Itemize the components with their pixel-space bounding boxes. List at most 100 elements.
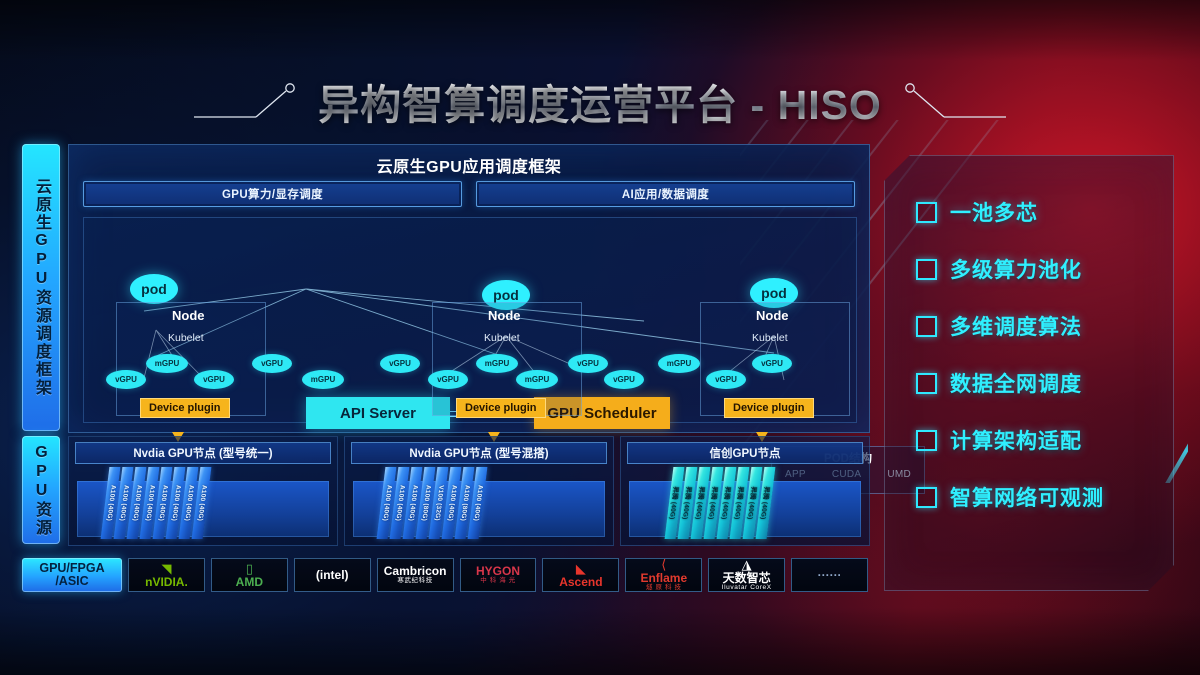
feature-checkbox-icon	[916, 258, 937, 280]
feature-item-1[interactable]: 一池多芯	[916, 197, 1162, 227]
vendor-logo-4[interactable]: Cambricon 寒武纪科技	[376, 558, 454, 592]
vendor-name: Enflame	[640, 570, 688, 585]
kubelet-label-3: Kubelet	[752, 332, 788, 344]
gpu-card-stack-3: 昇腾 (40G) 昇腾 (40G) 昇腾 (40G) 昇腾 (40G) 昇腾 (40G)…	[664, 467, 776, 539]
vendor-logo-6[interactable]: ◣ Ascend	[542, 558, 620, 592]
vendor-mark-icon: ◮	[741, 556, 752, 572]
gpu-group-title-2: Nvdia GPU节点 (型号混搭)	[351, 442, 607, 464]
sidebar-band-framework-label: 云原生GPU资源调度框架	[33, 178, 50, 397]
vendor-row-spacer	[22, 558, 122, 592]
vendor-logo-row: ◥ nVIDIA. ▯ AMD (intel) Cambricon 寒武纪科技 HYGON 中 …	[22, 556, 869, 592]
device-plugin-2[interactable]: Device plugin	[456, 398, 546, 418]
gpu-card-label: A100 (80G)	[419, 485, 432, 521]
gpu-pill-12[interactable]: mGPU	[658, 354, 700, 373]
vendor-mark-icon: ▯	[245, 560, 253, 576]
gpu-pill-8[interactable]: mGPU	[476, 354, 518, 373]
gpu-card-label: A100 (40G)	[143, 485, 156, 521]
gpu-group-3: 信创GPU节点 昇腾 (40G) 昇腾 (40G) 昇腾 (40G) 昇腾 (40G)…	[620, 436, 870, 546]
gpu-pill-13[interactable]: vGPU	[706, 370, 746, 389]
kubelet-label-1: Kubelet	[168, 332, 204, 344]
gpu-card-label: A100 (40G)	[182, 485, 195, 521]
feature-item-2[interactable]: 多级算力池化	[916, 254, 1162, 284]
sub-button-ai-data[interactable]: AI应用/数据调度	[476, 181, 855, 207]
feature-item-4[interactable]: 数据全网调度	[916, 368, 1162, 398]
vendor-logo-8[interactable]: ◮ 天数智芯 Iluvatar CoreX	[708, 556, 786, 592]
architecture-diagram: 云原生GPU资源调度框架 GPU资源 云原生GPU应用调度框架 GPU算力/显存…	[22, 144, 925, 600]
vendor-name: (intel)	[315, 567, 349, 582]
feature-label: 智算网络可观测	[950, 487, 1104, 510]
vendor-subname: 中 科 海 光	[480, 577, 516, 585]
node-label-1: Node	[172, 308, 205, 323]
gpu-pill-5[interactable]: mGPU	[302, 370, 344, 389]
feature-label: 数据全网调度	[950, 373, 1082, 396]
sidebar-band-gpu-resource: GPU资源	[22, 436, 60, 544]
feature-checkbox-icon	[916, 201, 937, 223]
vendor-logo-9[interactable]: ······	[791, 558, 869, 592]
gpu-pill-6[interactable]: vGPU	[380, 354, 420, 373]
gpu-card-label: A100 (40G)	[471, 485, 484, 521]
vendor-name: ······	[817, 567, 842, 582]
sidebar-band-gpu-resource-label: GPU资源	[33, 443, 50, 537]
gpu-pill-9[interactable]: mGPU	[516, 370, 558, 389]
framework-title: 云原生GPU应用调度框架	[376, 159, 562, 176]
gpu-card-stack-2: A100 (40G) A100 (40G) A100 (40G) A100 (80G)…	[376, 467, 488, 539]
vendor-logo-5[interactable]: HYGON 中 科 海 光	[459, 558, 537, 592]
feature-item-3[interactable]: 多维调度算法	[916, 311, 1162, 341]
vendor-subname: 燧 原 科 技	[645, 584, 682, 592]
gpu-pill-4[interactable]: vGPU	[252, 354, 292, 373]
feature-item-6[interactable]: 智算网络可观测	[916, 482, 1162, 512]
api-server-node[interactable]: API Server	[306, 397, 450, 429]
gpu-card-label: A100 (40G)	[117, 485, 130, 521]
gpu-card-label: A100 (40G)	[156, 485, 169, 521]
gpu-pill-11[interactable]: vGPU	[604, 370, 644, 389]
feature-checkbox-icon	[916, 486, 937, 508]
vendor-mark-icon: ⟨	[661, 556, 667, 572]
gpu-pill-7[interactable]: vGPU	[428, 370, 468, 389]
framework-sub-buttons: GPU算力/显存调度 AI应用/数据调度	[83, 181, 855, 207]
gpu-resource-groups: Nvdia GPU节点 (型号统一) A100 (40G) A100 (40G) A…	[68, 436, 870, 546]
gpu-pill-1[interactable]: vGPU	[106, 370, 146, 389]
vendor-logo-7[interactable]: ⟨ Enflame 燧 原 科 技	[625, 556, 703, 592]
vendor-logo-3[interactable]: (intel)	[293, 558, 371, 592]
vendor-name: HYGON	[476, 563, 521, 578]
kubelet-label-2: Kubelet	[484, 332, 520, 344]
gpu-card-stack-1: A100 (40G) A100 (40G) A100 (40G) A100 (40G)…	[100, 467, 212, 539]
gpu-pill-10[interactable]: vGPU	[568, 354, 608, 373]
gpu-pill-3[interactable]: vGPU	[194, 370, 234, 389]
gpu-card-label: A100 (40G)	[104, 485, 117, 521]
gpu-card-label: V100 (32G)	[432, 485, 445, 521]
gpu-card-label: A100 (40G)	[445, 485, 458, 521]
gpu-pill-14[interactable]: vGPU	[752, 354, 792, 373]
framework-container: 云原生GPU应用调度框架 GPU算力/显存调度 AI应用/数据调度	[68, 144, 925, 507]
feature-panel: 一池多芯多级算力池化 多维调度算法数据全网调度计算架构适配智算网络可观测	[884, 155, 1188, 591]
sub-button-gpu-compute[interactable]: GPU算力/显存调度	[83, 181, 462, 207]
gpu-card-label: A100 (40G)	[195, 485, 208, 521]
gpu-card-label: 昇腾 (40G)	[745, 486, 757, 520]
gpu-group-title-3: 信创GPU节点	[627, 442, 863, 464]
vendor-mark-icon: ◣	[575, 560, 586, 576]
vendor-logo-2[interactable]: ▯ AMD	[210, 558, 288, 592]
slide-title-bar: 异构智算调度运营平台 - HISO	[0, 72, 1200, 130]
gpu-card-label: 昇腾 (40G)	[719, 486, 731, 520]
feature-list: 一池多芯多级算力池化 多维调度算法数据全网调度计算架构适配智算网络可观测	[916, 197, 1162, 512]
gpu-card-label: 昇腾 (40G)	[693, 486, 705, 520]
panel-corner-decoration-icon	[1162, 391, 1188, 483]
gpu-card-label: 昇腾 (40G)	[680, 486, 692, 520]
device-plugin-3[interactable]: Device plugin	[724, 398, 814, 418]
device-plugin-1[interactable]: Device plugin	[140, 398, 230, 418]
gpu-group-2: Nvdia GPU节点 (型号混搭) A100 (40G) A100 (40G) A…	[344, 436, 614, 546]
gpu-card-label: A100 (40G)	[406, 485, 419, 521]
vendor-logo-1[interactable]: ◥ nVIDIA.	[128, 558, 205, 592]
gpu-pill-2[interactable]: mGPU	[146, 354, 188, 373]
gpu-card-label: 昇腾 (40G)	[732, 486, 744, 520]
vendor-name: Ascend	[559, 574, 603, 589]
gpu-card-label: A100 (80G)	[458, 485, 471, 521]
feature-item-5[interactable]: 计算架构适配	[916, 425, 1162, 455]
pod-node-1[interactable]: pod	[130, 274, 178, 304]
gpu-card-label: A100 (40G)	[169, 485, 182, 521]
title-right-decoration-icon	[896, 81, 1006, 121]
node-label-3: Node	[756, 308, 789, 323]
sidebar-band-framework: 云原生GPU资源调度框架	[22, 144, 60, 431]
feature-checkbox-icon	[916, 372, 937, 394]
